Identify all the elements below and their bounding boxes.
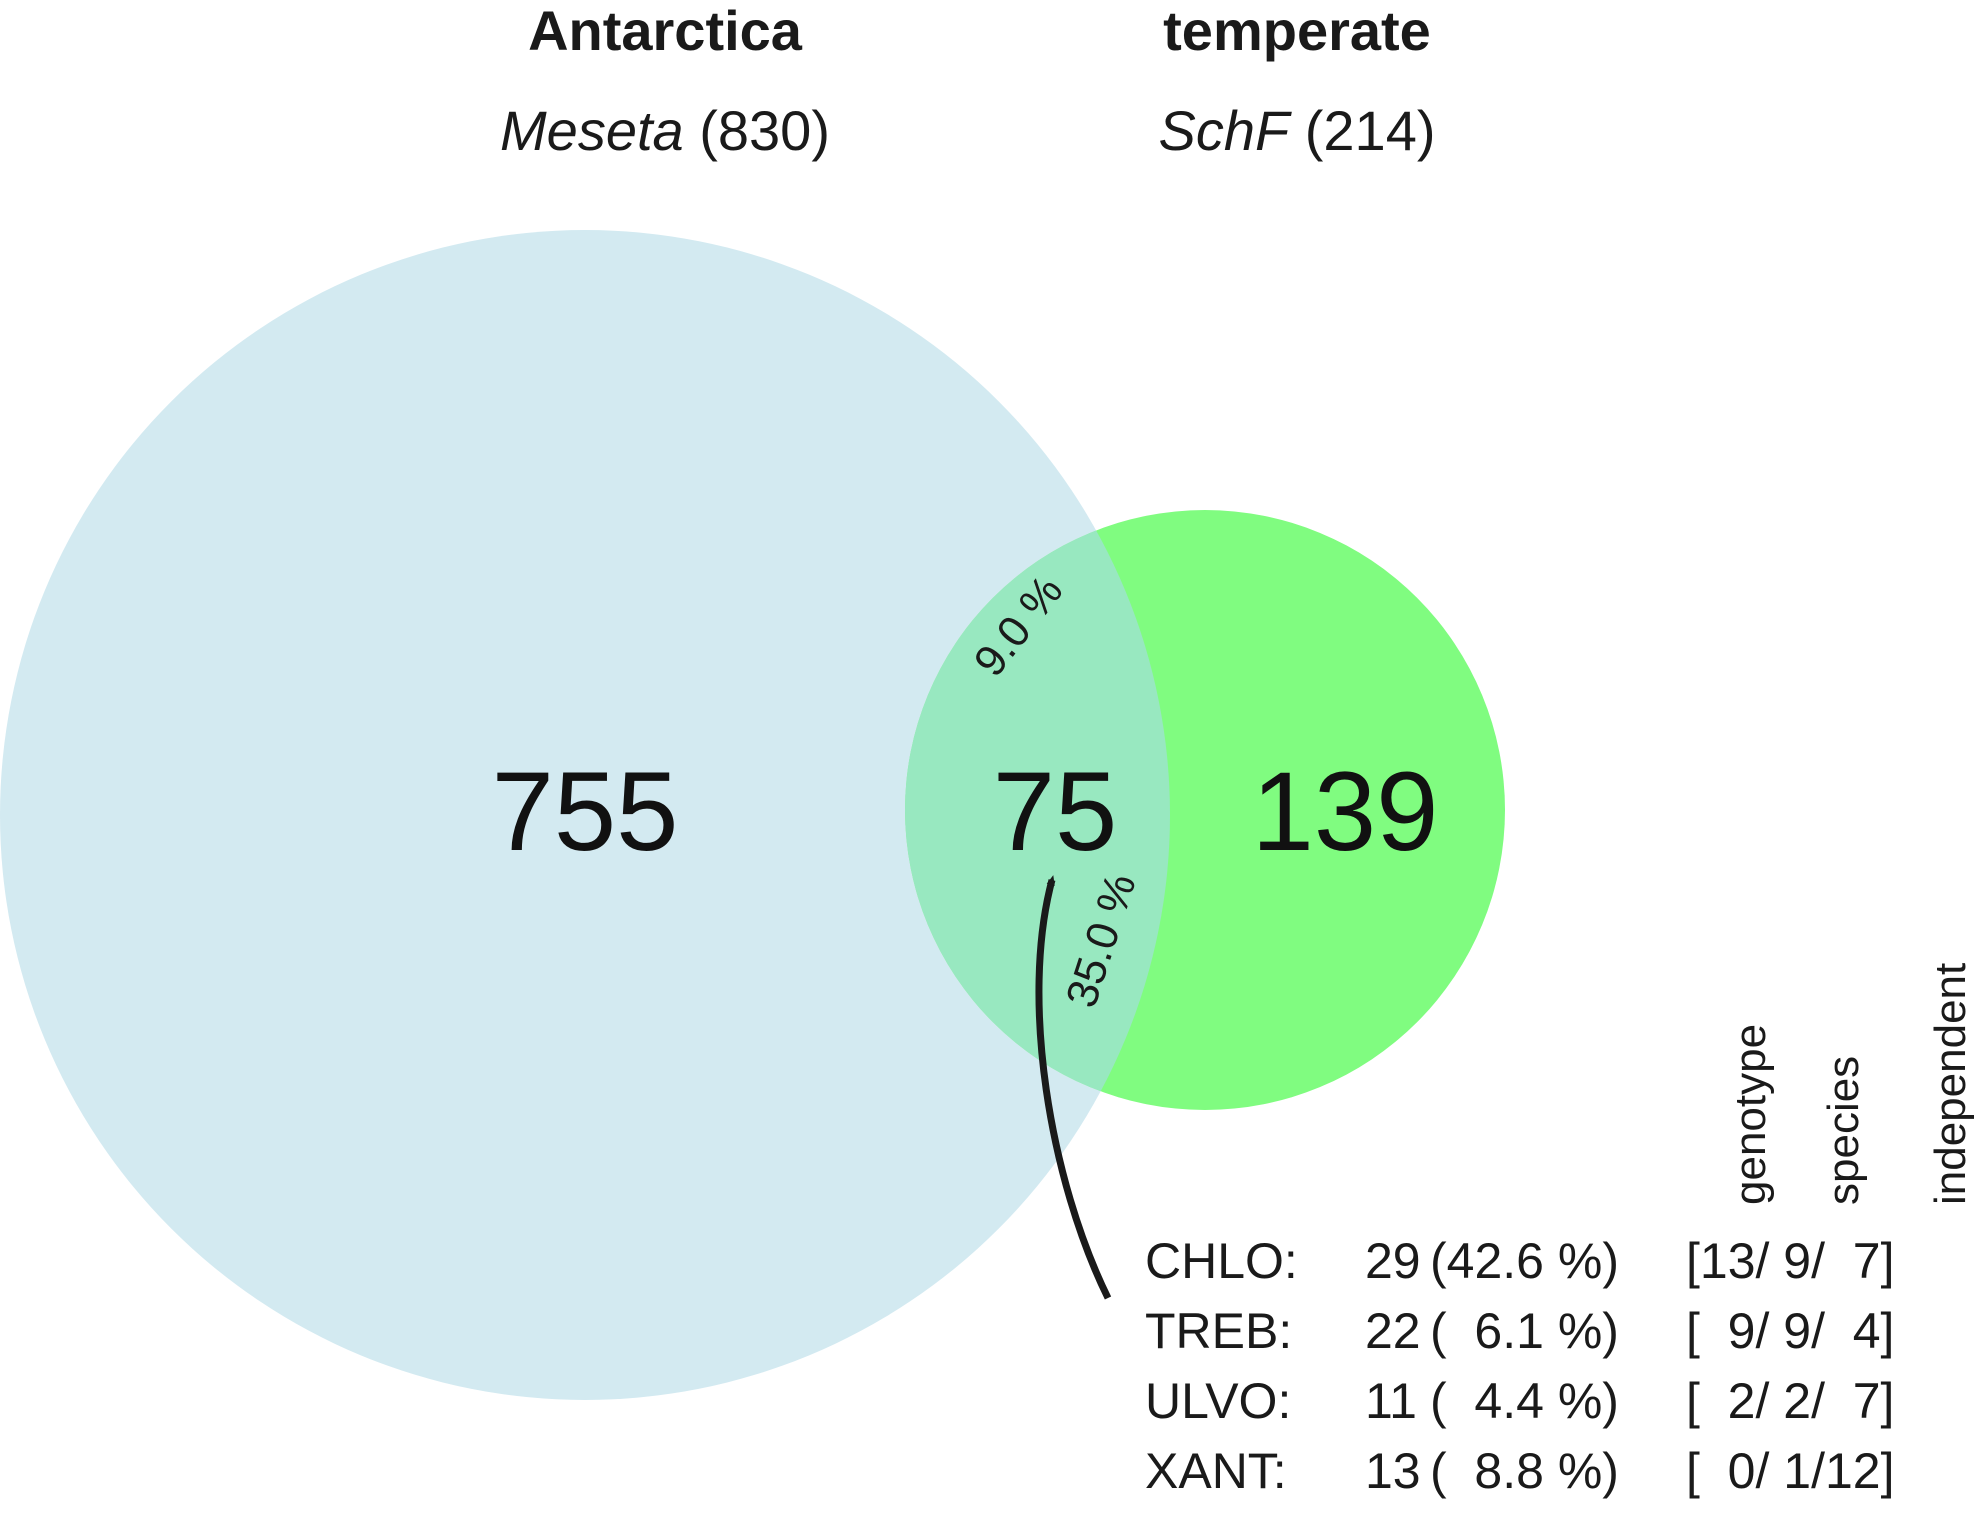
row-percent: ( 8.8 %) xyxy=(1430,1443,1619,1499)
row-bracket: [ 0/ 1/12] xyxy=(1686,1443,1894,1499)
left-set-count: (830) xyxy=(699,99,830,162)
row-group-label: ULVO: xyxy=(1145,1373,1291,1429)
right-set-count: (214) xyxy=(1305,99,1436,162)
right-set-title: temperate xyxy=(1163,0,1431,62)
row-percent: (42.6 %) xyxy=(1430,1233,1619,1289)
left-set-name: Meseta xyxy=(500,99,684,162)
row-bracket: [13/ 9/ 7] xyxy=(1686,1233,1894,1289)
left-only-count: 755 xyxy=(492,749,679,874)
row-percent: ( 6.1 %) xyxy=(1430,1303,1619,1359)
right-only-count: 139 xyxy=(1252,749,1439,874)
overlap-count: 75 xyxy=(993,749,1118,874)
left-set-title: Antarctica xyxy=(528,0,803,62)
row-count: 11 xyxy=(1365,1373,1417,1429)
row-count: 29 xyxy=(1365,1233,1421,1289)
column-header-species: species xyxy=(1819,1056,1868,1205)
left-set-subtitle: Meseta (830) xyxy=(500,99,830,162)
table-row: TREB: 22 ( 6.1 %) [ 9/ 9/ 4] xyxy=(1145,1303,1894,1359)
column-header-genotype: genotype xyxy=(1726,1024,1775,1205)
table-row: XANT: 13 ( 8.8 %) [ 0/ 1/12] xyxy=(1145,1443,1894,1499)
row-bracket: [ 9/ 9/ 4] xyxy=(1686,1303,1894,1359)
row-group-label: TREB: xyxy=(1145,1303,1292,1359)
right-set-name: SchF xyxy=(1159,99,1292,162)
overlap-pointer-arrow xyxy=(1035,875,1112,1300)
row-count: 13 xyxy=(1365,1443,1421,1499)
breakdown-table: CHLO: 29 (42.6 %) [13/ 9/ 7] TREB: 22 ( … xyxy=(1145,1233,1894,1499)
table-row: ULVO: 11 ( 4.4 %) [ 2/ 2/ 7] xyxy=(1145,1373,1894,1429)
right-set-subtitle: SchF (214) xyxy=(1159,99,1436,162)
row-count: 22 xyxy=(1365,1303,1421,1359)
row-percent: ( 4.4 %) xyxy=(1430,1373,1619,1429)
overlap-region xyxy=(905,510,1170,1110)
table-row: CHLO: 29 (42.6 %) [13/ 9/ 7] xyxy=(1145,1233,1894,1289)
row-group-label: XANT: xyxy=(1145,1443,1287,1499)
row-group-label: CHLO: xyxy=(1145,1233,1298,1289)
left-set-circle xyxy=(0,230,1170,1400)
row-bracket: [ 2/ 2/ 7] xyxy=(1686,1373,1894,1429)
column-header-independent: independent xyxy=(1926,963,1975,1205)
